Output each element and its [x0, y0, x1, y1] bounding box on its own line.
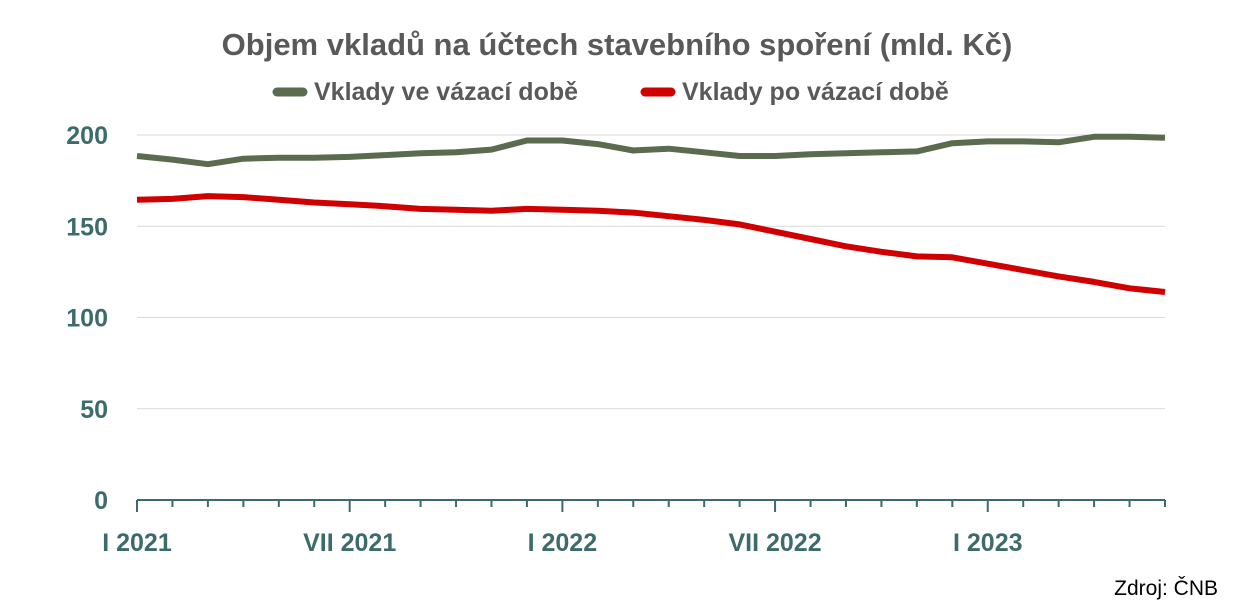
gridlines: [137, 134, 1165, 410]
legend-label: Vklady ve vázací době: [314, 78, 578, 106]
series-line-0: [136, 133, 1166, 168]
legend-label: Vklady po vázací době: [682, 78, 949, 106]
source-note: Zdroj: ČNB: [1114, 577, 1218, 600]
series-lines: [136, 133, 1166, 295]
y-tick-label: 150: [66, 213, 108, 241]
x-tick-label: VII 2022: [728, 529, 821, 557]
x-tick-label: I 2021: [102, 529, 172, 557]
y-tick-label: 200: [66, 122, 108, 150]
chart-title: Objem vkladů na účtech stavebního spořen…: [222, 27, 1013, 62]
x-tick-label: I 2022: [528, 529, 598, 557]
x-tick-label: I 2023: [953, 529, 1023, 557]
legend-entry-0: Vklady ve vázací době: [272, 78, 578, 106]
y-tick-label: 50: [80, 396, 108, 424]
legend: Vklady ve vázací době Vklady po vázací d…: [272, 78, 949, 106]
y-tick-label: 0: [94, 487, 108, 515]
y-tick-label: 100: [66, 305, 108, 333]
x-tick-label: VII 2021: [303, 529, 396, 557]
series-line-1: [136, 193, 1166, 295]
x-axis: I 2021 VII 2021 I 2022 VII 2022 I 2023: [102, 499, 1166, 557]
legend-entry-1: Vklady po vázací době: [640, 78, 949, 106]
y-axis-ticks: 0 50 100 150 200: [66, 122, 108, 515]
